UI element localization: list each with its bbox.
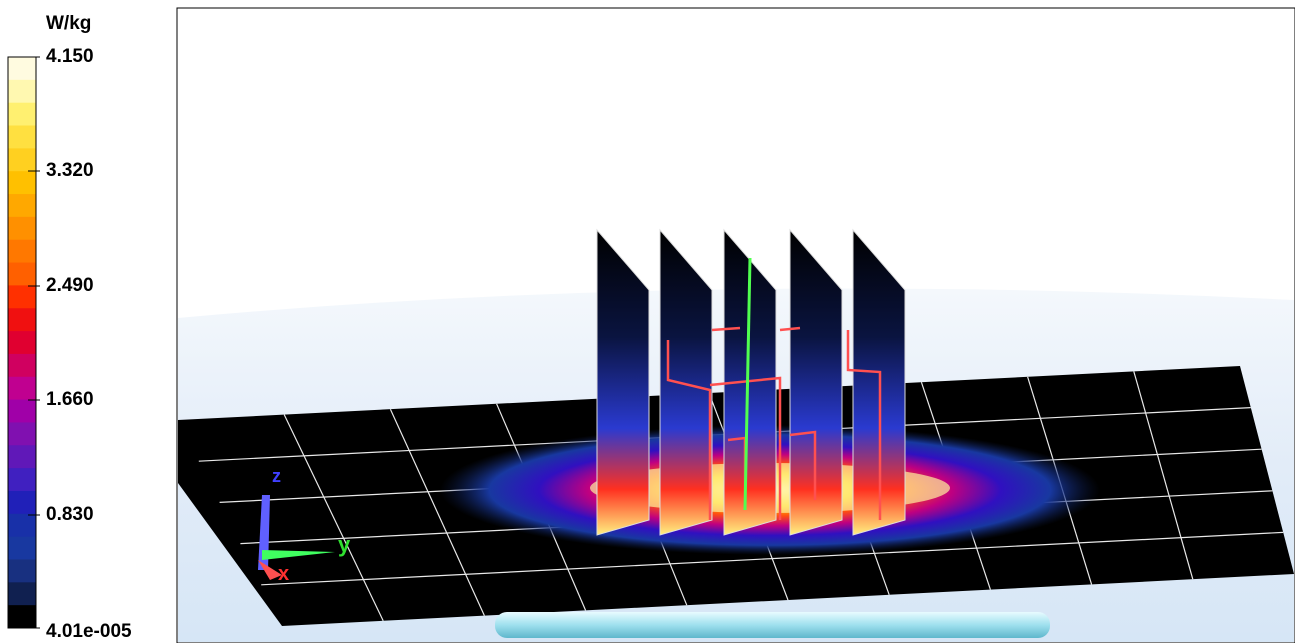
- color-step: [8, 79, 36, 104]
- color-step: [8, 422, 36, 446]
- grid-line: [283, 414, 384, 622]
- axis-label: y: [338, 532, 351, 557]
- color-step: [8, 239, 36, 264]
- color-step: [8, 125, 36, 149]
- cylinder: [495, 612, 1050, 638]
- feed-line: [743, 257, 752, 511]
- legend-label: 0.830: [46, 504, 94, 525]
- legend-frame: [7, 56, 37, 629]
- slice-panel: [596, 228, 650, 536]
- legend-label: 2.490: [46, 275, 94, 296]
- axis-label: x: [278, 563, 289, 585]
- color-step: [8, 148, 36, 172]
- grid-line: [389, 408, 485, 616]
- slice-panel: [789, 228, 843, 536]
- slice-panel: [659, 228, 713, 536]
- grid-line: [261, 531, 1284, 586]
- legend-label: 4.150: [46, 46, 94, 67]
- slice-panel: [723, 228, 777, 536]
- color-step: [8, 559, 36, 583]
- color-step: [8, 194, 36, 218]
- slice-panels: [596, 228, 906, 536]
- color-step: [8, 285, 36, 309]
- color-steps: [8, 56, 40, 629]
- color-legend: W/kg 4.150 3.320 2.490 1.660 0.830 4.01e…: [7, 13, 132, 642]
- color-step: [8, 216, 36, 241]
- color-step: [8, 308, 36, 332]
- color-step: [8, 536, 36, 560]
- axis-triad: z y x: [258, 466, 351, 585]
- legend-label: 4.01e-005: [46, 621, 132, 642]
- grid-line: [1133, 371, 1194, 580]
- legend-unit: W/kg: [46, 13, 91, 34]
- legend-label: 3.320: [46, 160, 94, 181]
- color-step: [8, 513, 36, 538]
- color-step: [8, 102, 36, 127]
- legend-label: 1.660: [46, 389, 94, 410]
- color-step: [8, 353, 36, 378]
- color-step: [8, 171, 36, 195]
- color-step: [8, 605, 36, 629]
- 3d-viewport[interactable]: z y x: [176, 7, 1295, 643]
- color-step: [8, 445, 36, 469]
- color-step: [8, 376, 36, 401]
- color-step: [8, 262, 36, 286]
- axis-label: z: [272, 466, 281, 486]
- color-step: [8, 331, 36, 355]
- color-step: [8, 468, 36, 492]
- color-step: [8, 490, 36, 515]
- color-step: [8, 57, 36, 81]
- color-step: [8, 582, 36, 606]
- color-step: [8, 399, 36, 423]
